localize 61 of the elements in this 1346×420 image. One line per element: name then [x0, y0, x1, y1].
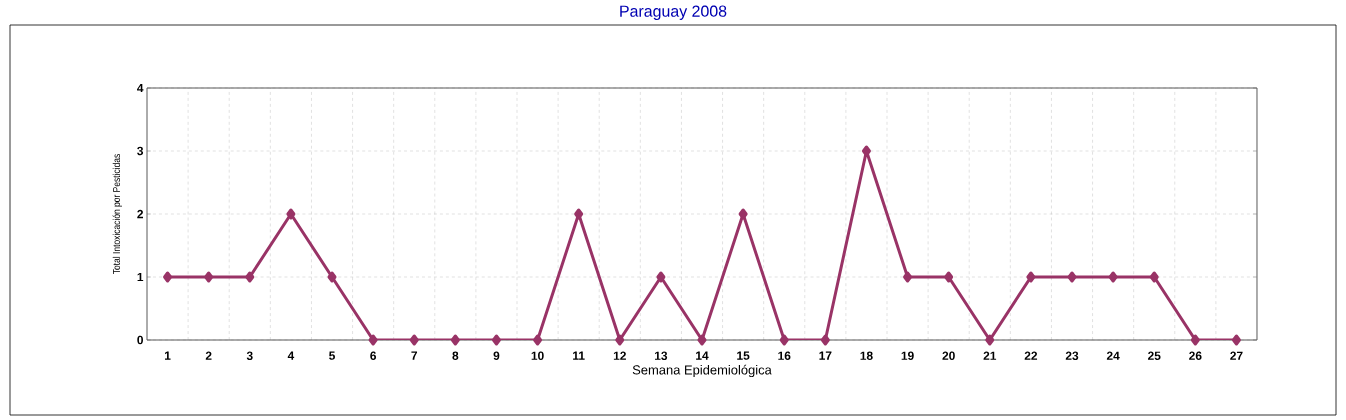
point [327, 271, 337, 283]
point [1231, 334, 1241, 346]
point [204, 271, 214, 283]
x-tick-label: 7 [411, 351, 418, 360]
y-tick-label: 3 [137, 146, 144, 156]
point [903, 271, 913, 283]
x-tick-label: 5 [329, 351, 335, 360]
x-tick-label: 15 [737, 351, 750, 360]
point [368, 334, 378, 346]
point [1067, 271, 1077, 283]
x-tick-label: 10 [531, 351, 544, 360]
point [985, 334, 995, 346]
point [697, 334, 707, 346]
point [1190, 334, 1200, 346]
chart-title: Paraguay 2008 [620, 5, 727, 20]
point [779, 334, 789, 346]
point [450, 334, 460, 346]
x-tick-label: 22 [1024, 351, 1038, 360]
y-axis-title: Total Intoxicación por Pesticidas [112, 154, 122, 275]
x-tick-label: 11 [573, 351, 585, 360]
y-tick-label: 1 [137, 272, 144, 282]
point [491, 334, 501, 346]
x-tick-label: 18 [860, 351, 873, 360]
x-tick-label: 27 [1230, 351, 1243, 360]
x-tick-label: 20 [942, 351, 955, 360]
x-tick-label: 2 [205, 351, 212, 360]
y-tick-label: 2 [137, 209, 144, 219]
point [1026, 271, 1036, 283]
x-tick-label: 8 [452, 351, 459, 360]
x-tick-label: 14 [696, 351, 709, 360]
y-tick-label: 0 [137, 335, 143, 345]
x-tick-label: 6 [370, 351, 377, 360]
x-tick-label: 1 [164, 351, 171, 360]
x-tick-label: 25 [1148, 351, 1161, 360]
x-tick-label: 3 [246, 351, 253, 361]
point [944, 271, 954, 283]
x-tick-label: 19 [901, 351, 914, 360]
x-tick-label: 24 [1106, 351, 1120, 360]
point [820, 334, 830, 346]
x-tick-label: 26 [1189, 351, 1202, 360]
point [656, 271, 666, 283]
point [245, 271, 255, 283]
x-tick-label: 9 [493, 351, 500, 360]
point [1149, 271, 1159, 283]
x-axis-title: Semana Epidemiológica [632, 364, 772, 378]
point [409, 334, 419, 346]
point [738, 208, 748, 220]
point [286, 208, 296, 220]
point [1108, 271, 1118, 283]
point [615, 334, 625, 346]
x-tick-label: 17 [819, 351, 832, 360]
point [533, 334, 543, 346]
x-tick-label: 21 [983, 351, 997, 360]
x-tick-label: 4 [287, 351, 295, 360]
x-tick-label: 16 [778, 351, 791, 360]
point [574, 208, 584, 220]
x-tick-label: 12 [613, 351, 626, 360]
x-tick-label: 23 [1065, 351, 1079, 361]
point [163, 271, 173, 283]
y-tick-label: 4 [137, 83, 144, 93]
x-tick-label: 13 [655, 351, 668, 361]
